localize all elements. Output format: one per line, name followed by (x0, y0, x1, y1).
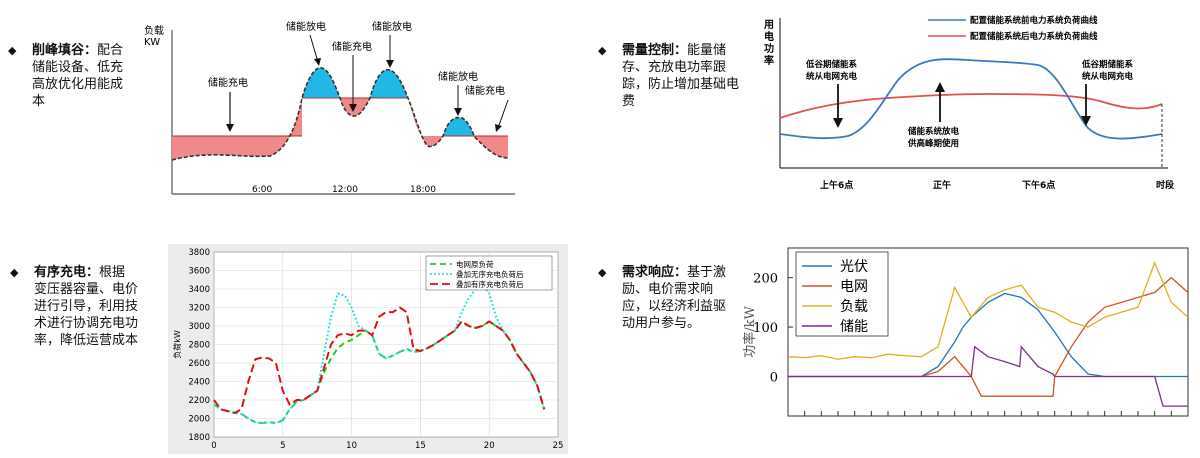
annotation-left-2: 统从电网充电 (806, 71, 858, 82)
x-tick-label: 15 (415, 441, 426, 451)
x-tick-label: 18:00 (410, 185, 436, 195)
bullet-colon: ： (86, 265, 100, 280)
y-tick-label: 3200 (188, 304, 210, 314)
bullet-orderly: ◆ 有序充电：根据变压器容量、电价进行引导，利用技术进行协调充电功率，降低运营成… (10, 264, 138, 349)
charge-area (408, 98, 443, 147)
y-tick-label: 100 (753, 321, 778, 336)
bullet-body: 能量储存、充放电功率跟踪，防止增加基础电费 (622, 43, 740, 109)
bullet-response: ◆ 需求响应：基于激励、电价需求响应，以经济利益驱动用户参与。 (598, 264, 728, 332)
annotation-charge-right: 储能充电 (465, 84, 505, 97)
y-tick-label: 2000 (188, 415, 210, 425)
annotation-right-2: 统从电网充电 (1082, 71, 1134, 82)
y-axis-label-char: 电 (764, 30, 774, 43)
bullet-colon: ： (84, 43, 98, 58)
annotation-mid-2: 供高峰期使用 (907, 138, 959, 149)
bullet-title: 削峰填谷 (32, 43, 85, 58)
demand-control-diagram: 用 电 功 率 配置储能系统前电力系统负荷曲线 配置储能系统后电力系统负荷曲线 … (758, 10, 1190, 200)
y-tick-label: 200 (753, 272, 778, 287)
y-tick-label: 1800 (188, 433, 210, 443)
orderly-charging-chart: 1800 2000 2200 2400 2600 2800 3000 3200 3400 3600… (168, 244, 568, 454)
y-axis-label-1: 负载 (144, 24, 164, 37)
x-tick-label: 6:00 (252, 185, 272, 195)
annotation-discharge-3: 储能放电 (438, 70, 478, 83)
series-line-3 (213, 306, 546, 414)
bullet-body: 配合储能设备、低充高放优化用能成本 (32, 43, 124, 109)
bullet-title: 需求响应 (622, 265, 675, 280)
legend-entry: 叠加无序充电负荷后 (456, 269, 524, 279)
legend-entry: 储能 (840, 319, 868, 335)
y-tick-label: 3600 (188, 267, 210, 277)
annotation-right-1: 低谷期储能系 (1081, 59, 1134, 70)
bullet-colon: ： (674, 265, 688, 280)
y-tick-label: 3400 (188, 285, 210, 295)
annotation-discharge-1: 储能放电 (286, 20, 326, 33)
x-tick-label: 5 (280, 441, 285, 451)
legend-entry: 叠加有序充电负荷后 (456, 279, 524, 289)
load-curve (171, 67, 509, 161)
legend-entry: 电网 (840, 279, 868, 295)
charge-area (172, 98, 302, 160)
bullet-body: 基于激励、电价需求响应，以经济利益驱动用户参与。 (622, 265, 727, 331)
diamond-bullet-icon: ◆ (598, 266, 607, 279)
y-axis-label-char: 功 (764, 42, 774, 55)
y-tick-label: 0 (770, 370, 778, 385)
y-tick-label: 3000 (188, 322, 210, 332)
before-curve (779, 58, 1163, 140)
diamond-bullet-icon: ◆ (10, 266, 19, 279)
annotation-discharge-2: 储能放电 (372, 20, 412, 33)
y-axis-label: 负荷kW (172, 330, 182, 359)
annotation-left-1: 低谷期储能系 (805, 59, 858, 70)
legend-before: 配置储能系统前电力系统负荷曲线 (970, 15, 1098, 26)
charge-area (474, 136, 508, 158)
y-tick-label: 2600 (188, 359, 210, 369)
x-tick-label: 25 (553, 441, 564, 451)
x-tick-label: 下午6点 (1022, 179, 1055, 191)
bullet-colon: ： (674, 43, 688, 58)
legend-entry: 负载 (840, 299, 868, 315)
y-tick-label: 2400 (188, 378, 210, 388)
x-tick-label: 0 (211, 441, 216, 451)
diamond-bullet-icon: ◆ (8, 44, 17, 57)
bullet-title: 有序充电 (34, 265, 87, 280)
x-axis-label: 时段 (1156, 179, 1175, 191)
y-tick-label: 2200 (188, 396, 210, 406)
y-tick-label: 2800 (188, 341, 210, 351)
discharge-area (370, 69, 408, 98)
bullet-demand: ◆ 需量控制：能量储存、充放电功率跟踪，防止增加基础电费 (598, 42, 740, 110)
y-tick-label: 3800 (188, 248, 210, 258)
series-line-3 (787, 261, 1189, 360)
bullet-peak: ◆ 削峰填谷：配合储能设备、低充高放优化用能成本 (8, 42, 133, 110)
x-tick-label: 上午6点 (820, 179, 853, 191)
peak-shaving-diagram: 负载 KW 储能充电 储能放电 储能充电 储能放电 储能放电 储能充电 6:00… (140, 8, 525, 200)
discharge-area (302, 67, 340, 98)
series-line-4 (788, 345, 1188, 407)
annotation-charge-mid: 储能充电 (332, 40, 372, 53)
bullet-title: 需量控制 (622, 43, 675, 58)
series-line-2 (213, 283, 546, 425)
y-axis-label-char: 用 (763, 19, 774, 31)
legend-entry: 光伏 (840, 259, 868, 275)
y-axis-label-char: 率 (764, 54, 774, 67)
bullet-body: 根据变压器容量、电价进行引导，利用技术进行协调充电功率，降低运营成本 (34, 265, 139, 348)
legend-entry: 电网原负荷 (456, 259, 494, 269)
after-curve (779, 93, 1163, 119)
x-tick-label: 20 (484, 441, 495, 451)
legend-after: 配置储能系统后电力系统负荷曲线 (970, 31, 1098, 42)
y-axis-label: 功率/kW (742, 306, 758, 358)
annotation-mid-1: 储能系统放电 (907, 126, 960, 137)
x-tick-label: 10 (346, 441, 357, 451)
y-axis-label-2: KW (144, 37, 160, 48)
x-tick-label: 正午 (933, 179, 951, 191)
diamond-bullet-icon: ◆ (598, 44, 607, 57)
annotation-charge-left: 储能充电 (208, 76, 248, 89)
x-tick-label: 12:00 (332, 185, 358, 195)
